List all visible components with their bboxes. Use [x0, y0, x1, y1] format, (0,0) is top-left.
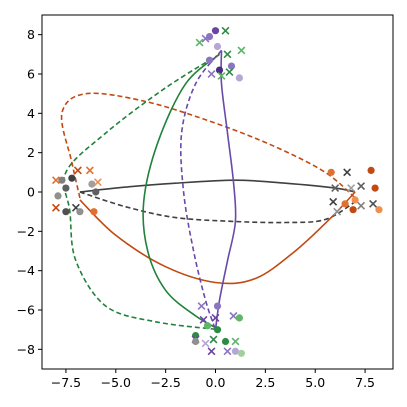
- data-point-5: [213, 42, 222, 51]
- data-point-13: [225, 68, 234, 76]
- data-point-24: [54, 192, 62, 200]
- data-point-18: [51, 176, 60, 185]
- data-point-16: [85, 166, 94, 175]
- x-tick-label-1: −5.0: [101, 375, 131, 390]
- data-point-58: [221, 337, 230, 346]
- data-point-17: [58, 176, 66, 184]
- data-point-27: [62, 208, 70, 216]
- y-tick-label-6: 4: [27, 106, 35, 121]
- series-line-6: [214, 50, 237, 330]
- data-point-19: [68, 174, 76, 182]
- data-point-7: [237, 46, 246, 55]
- series-line-4: [142, 53, 221, 331]
- data-point-44: [375, 206, 383, 214]
- series-line-1: [79, 191, 356, 224]
- data-point-46: [213, 302, 222, 310]
- y-tick-label-4: 0: [27, 185, 35, 200]
- data-point-61: [223, 347, 232, 356]
- data-point-8: [205, 56, 214, 64]
- data-point-55: [192, 337, 200, 346]
- data-point-63: [237, 349, 245, 357]
- data-point-34: [331, 184, 340, 193]
- data-point-38: [341, 200, 349, 208]
- data-point-23: [92, 188, 100, 196]
- data-point-10: [227, 62, 236, 70]
- data-point-11: [207, 70, 216, 78]
- series-lines: [60, 49, 356, 331]
- data-point-1: [205, 33, 214, 41]
- y-tick-label-3: −2: [17, 224, 35, 239]
- data-point-22: [62, 184, 70, 192]
- data-point-57: [209, 335, 218, 344]
- data-point-36: [371, 184, 379, 192]
- data-point-52: [213, 326, 222, 334]
- data-point-26: [51, 203, 60, 212]
- data-point-9: [215, 66, 224, 74]
- data-point-60: [207, 347, 216, 356]
- data-point-39: [351, 196, 359, 204]
- data-point-29: [90, 208, 98, 216]
- series-line-2: [79, 191, 356, 285]
- data-point-43: [349, 206, 357, 214]
- series-line-3: [60, 92, 356, 199]
- y-axis: −8 −6 −4 −2 0 2 4 6 8: [17, 27, 42, 357]
- data-point-15: [73, 166, 82, 175]
- y-tick-label-2: −4: [17, 263, 35, 278]
- data-point-31: [327, 168, 335, 176]
- x-tick-label-6: 7.5: [355, 375, 375, 390]
- data-point-6: [223, 50, 232, 59]
- data-point-0: [211, 27, 220, 35]
- data-point-42: [333, 207, 342, 216]
- y-tick-label-7: 6: [27, 67, 35, 82]
- x-tick-label-3: 0.0: [206, 375, 226, 390]
- data-point-41: [369, 199, 378, 208]
- data-point-51: [203, 322, 212, 330]
- x-tick-label-2: −2.5: [150, 375, 180, 390]
- data-point-2: [201, 34, 210, 43]
- data-point-37: [329, 197, 338, 206]
- data-point-32: [367, 166, 375, 174]
- data-points: [51, 26, 383, 357]
- y-tick-label-8: 8: [27, 27, 35, 42]
- data-point-56: [201, 339, 210, 348]
- data-point-28: [76, 208, 84, 216]
- data-point-3: [195, 38, 204, 47]
- data-point-45: [197, 302, 206, 311]
- data-point-30: [343, 168, 352, 177]
- y-tick-label-5: 2: [27, 145, 35, 160]
- data-point-14: [235, 74, 243, 82]
- data-point-62: [231, 347, 239, 355]
- data-point-20: [88, 180, 96, 188]
- data-point-12: [217, 72, 226, 80]
- x-tick-label-0: −7.5: [51, 375, 81, 390]
- series-line-5: [62, 53, 220, 331]
- data-point-59: [231, 337, 240, 346]
- data-point-21: [93, 178, 102, 187]
- series-line-7: [179, 49, 223, 330]
- y-tick-label-0: −8: [17, 342, 35, 357]
- data-point-49: [229, 311, 238, 320]
- data-point-35: [347, 184, 356, 193]
- x-tick-label-4: 2.5: [255, 375, 275, 390]
- data-point-4: [221, 26, 230, 35]
- x-tick-label-5: 5.0: [305, 375, 325, 390]
- y-tick-label-1: −6: [17, 303, 35, 318]
- data-point-40: [357, 201, 366, 210]
- data-point-47: [199, 315, 208, 324]
- data-point-48: [211, 313, 220, 322]
- data-point-50: [235, 314, 243, 322]
- x-axis: −7.5 −5.0 −2.5 0.0 2.5 5.0 7.5: [51, 369, 375, 390]
- data-point-33: [357, 182, 366, 191]
